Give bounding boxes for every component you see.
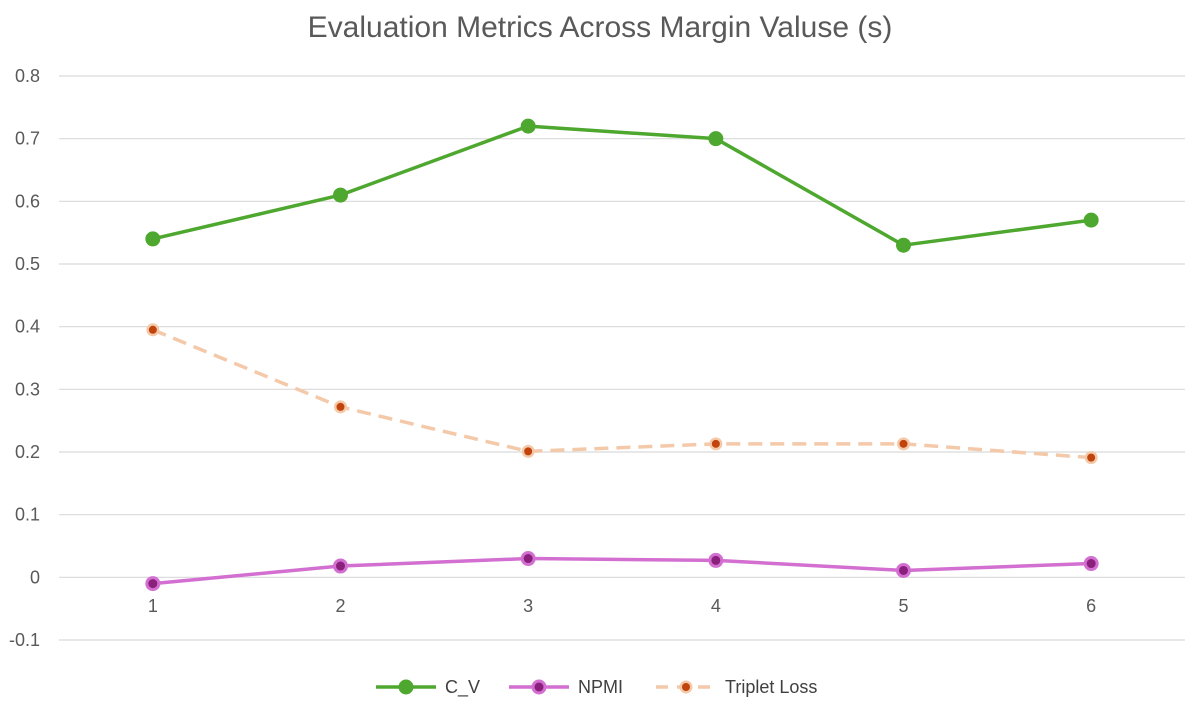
legend: C_V NPMI Triplet Loss — [376, 677, 817, 698]
y-tick-label: 0.5 — [15, 254, 40, 274]
gridlines — [59, 75, 1185, 641]
legend-label: NPMI — [578, 677, 623, 697]
data-point — [896, 237, 911, 253]
data-point — [708, 552, 724, 568]
series-line — [152, 556, 1092, 586]
data-point — [333, 187, 348, 203]
x-tick-label: 1 — [148, 596, 158, 616]
x-tick-label: 6 — [1086, 596, 1096, 616]
y-tick-label: 0.8 — [15, 66, 40, 86]
data-point — [708, 131, 724, 147]
data-point — [148, 325, 157, 334]
legend-item: NPMI — [509, 677, 623, 697]
y-tick-label: 0.7 — [15, 129, 40, 149]
y-axis-ticks: -0.1 0 0.1 0.2 0.3 0.4 0.5 0.6 0.7 0.8 — [9, 66, 40, 650]
x-tick-label: 4 — [711, 596, 721, 616]
data-point — [145, 231, 161, 247]
legend-item: C_V — [376, 677, 480, 698]
x-axis-ticks: 1 2 3 4 5 6 — [148, 596, 1096, 616]
legend-label: Triplet Loss — [725, 677, 817, 697]
data-point — [1083, 556, 1099, 572]
data-point — [1083, 212, 1099, 228]
data-point — [899, 439, 908, 448]
data-point — [520, 551, 536, 567]
legend-marker — [398, 679, 414, 695]
series-triplet-loss — [146, 323, 1098, 465]
x-tick-label: 2 — [335, 596, 345, 616]
y-tick-label: 0.1 — [15, 505, 40, 525]
y-tick-label: 0.2 — [15, 442, 40, 462]
data-point — [333, 558, 348, 574]
series-line — [152, 328, 1092, 460]
legend-item: Triplet Loss — [656, 677, 817, 697]
data-point — [145, 576, 161, 592]
series-line — [152, 124, 1092, 247]
series-lines — [145, 118, 1099, 592]
legend-label: C_V — [445, 677, 480, 698]
y-tick-label: 0.4 — [15, 317, 40, 337]
y-tick-label: 0.3 — [15, 379, 40, 399]
legend-marker — [682, 683, 690, 691]
data-point — [1087, 453, 1096, 462]
data-point — [336, 402, 345, 411]
legend-marker — [531, 679, 547, 695]
y-tick-label: 0 — [30, 567, 40, 587]
y-tick-label: 0.6 — [15, 191, 40, 211]
x-tick-label: 5 — [898, 596, 908, 616]
data-point — [711, 439, 720, 448]
series-npmi — [145, 551, 1099, 592]
y-tick-label: -0.1 — [9, 630, 40, 650]
series-c-v — [145, 118, 1099, 253]
data-point — [524, 447, 533, 456]
data-point — [896, 562, 911, 578]
chart-title: Evaluation Metrics Across Margin Valuse … — [308, 11, 893, 44]
x-tick-label: 3 — [523, 596, 533, 616]
data-point — [520, 118, 536, 134]
